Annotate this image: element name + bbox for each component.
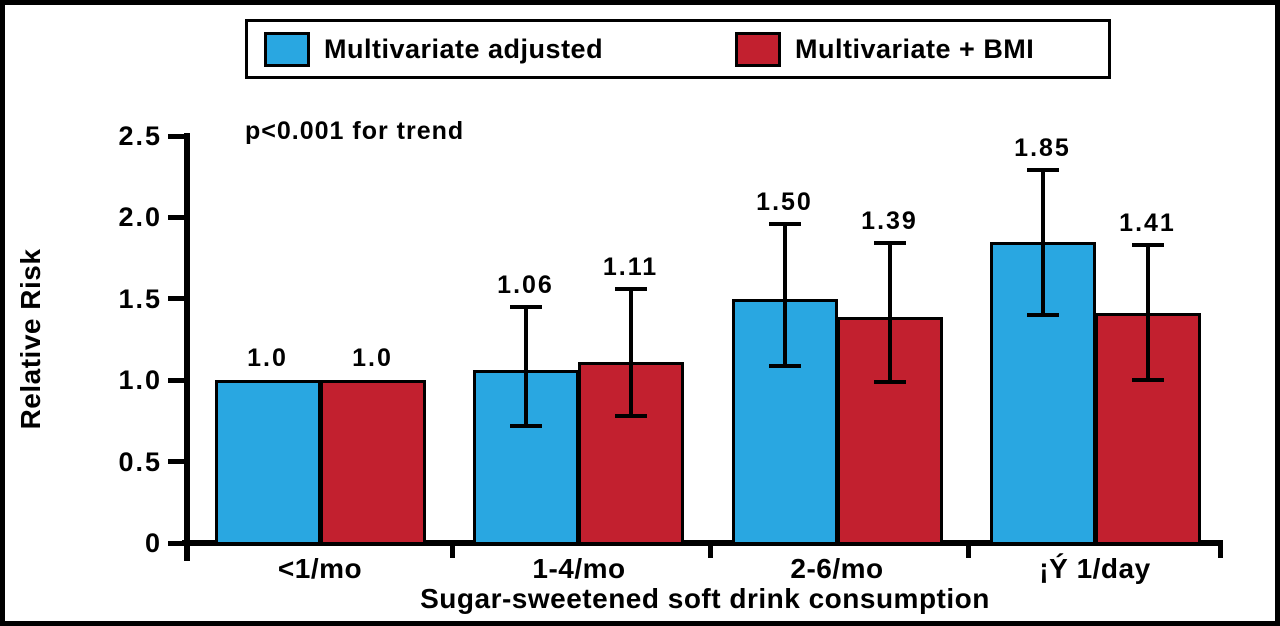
error-bar-cap-top — [614, 287, 647, 292]
p-value-annotation: p<0.001 for trend — [245, 117, 465, 145]
error-bar-cap-bottom — [873, 379, 906, 384]
bar-value-label: 1.85 — [1014, 134, 1071, 163]
x-axis-tick — [966, 543, 971, 558]
error-bar-cap-top — [1026, 168, 1059, 173]
category-label: 1-4/mo — [532, 553, 626, 584]
error-bar-line — [523, 306, 528, 426]
error-bar-cap-top — [873, 241, 906, 246]
error-bar-line — [782, 223, 787, 366]
y-axis-tick — [168, 459, 184, 465]
y-axis-tick-label: 0.5 — [118, 446, 162, 477]
error-bar-cap-bottom — [1131, 378, 1164, 383]
bar-value-label: 1.41 — [1119, 209, 1176, 238]
error-bar-cap-bottom — [768, 363, 801, 368]
x-axis-line — [182, 540, 1223, 546]
bar-value-label: 1.39 — [861, 207, 918, 236]
legend-label-multivariate-bmi: Multivariate + BMI — [795, 33, 1035, 64]
y-axis-tick-label: 2.5 — [118, 121, 162, 151]
bar-multivariate-bmi — [320, 380, 426, 545]
bar-value-label: 1.06 — [497, 270, 554, 299]
category-label: <1/mo — [277, 553, 363, 584]
x-axis-tick — [1218, 543, 1223, 558]
y-axis-tick-label: 2.0 — [118, 202, 162, 233]
category-label: ¡Ý 1/day — [1039, 553, 1151, 584]
bar-multivariate-adjusted — [215, 380, 321, 545]
error-bar-line — [887, 243, 892, 382]
bar-value-label: 1.0 — [352, 344, 393, 373]
legend-swatch-blue — [264, 31, 310, 67]
category-label: 2-6/mo — [790, 553, 884, 584]
x-axis-tick — [708, 543, 713, 558]
y-axis-tick — [168, 133, 184, 139]
y-axis-tick-label: 1.5 — [118, 283, 162, 314]
bar-multivariate-bmi — [837, 316, 943, 545]
error-bar-line — [1040, 170, 1045, 316]
bar-value-label: 1.11 — [602, 253, 659, 282]
y-axis-tick-label: 1.0 — [118, 365, 162, 396]
error-bar-cap-top — [509, 304, 542, 309]
y-axis-line — [184, 133, 190, 561]
legend-label-multivariate-adjusted: Multivariate adjusted — [324, 33, 604, 64]
bar-value-label: 1.0 — [247, 344, 288, 373]
legend-swatch-red — [735, 31, 781, 67]
y-axis-tick — [168, 540, 184, 546]
error-bar-cap-bottom — [509, 423, 542, 428]
error-bar-line — [628, 289, 633, 416]
bar-value-label: 1.50 — [756, 187, 813, 216]
y-axis-tick-label: 0 — [144, 528, 162, 558]
legend-item-multivariate-bmi: Multivariate + BMI — [735, 22, 1034, 76]
legend: Multivariate adjusted Multivariate + BMI — [245, 19, 1111, 79]
error-bar-line — [1145, 245, 1150, 381]
x-axis-tick — [450, 543, 455, 558]
error-bar-cap-bottom — [614, 414, 647, 419]
y-axis-title: Relative Risk — [15, 248, 46, 430]
y-axis-tick — [168, 377, 184, 383]
error-bar-cap-bottom — [1026, 313, 1059, 318]
y-axis-tick — [168, 214, 184, 220]
error-bar-cap-top — [1131, 243, 1164, 248]
error-bar-cap-top — [768, 221, 801, 226]
x-axis-title: Sugar-sweetened soft drink consumption — [420, 583, 990, 614]
y-axis-tick — [168, 296, 184, 302]
legend-item-multivariate-adjusted: Multivariate adjusted — [264, 22, 603, 76]
